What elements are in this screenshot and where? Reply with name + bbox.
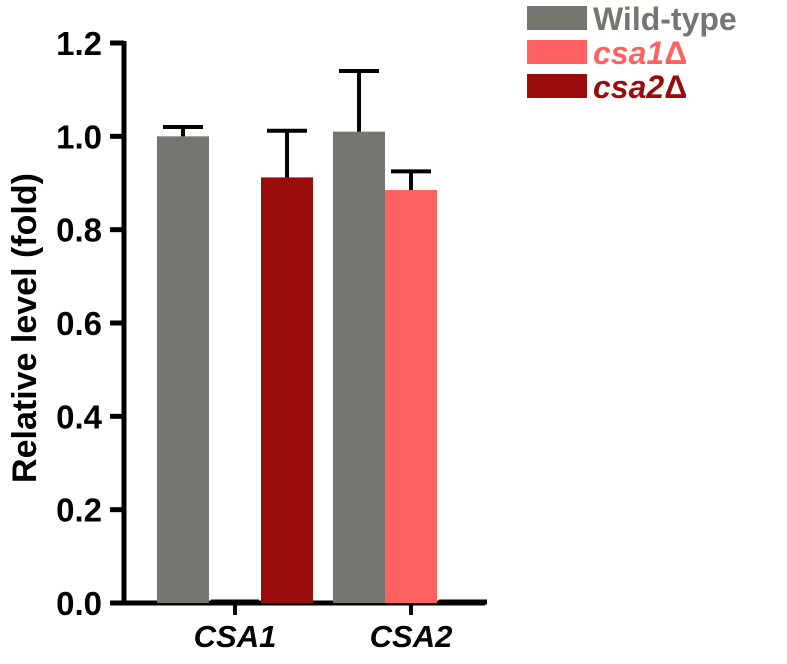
y-tick-label: 1.0 <box>56 118 102 155</box>
labels: 0.0 0.2 0.4 0.6 0.8 1.0 1.2 Relative level (fol… <box>6 25 452 654</box>
bar-csa1-2 <box>261 177 313 603</box>
y-tick-label: 0.2 <box>56 492 102 529</box>
y-tick-label: 0.0 <box>56 585 102 622</box>
legend-swatch-2 <box>527 74 587 98</box>
legend-label-1: csa1Δ <box>593 35 687 71</box>
x-tick-label: CSA2 <box>370 619 453 654</box>
bar-csa2-0 <box>333 131 385 603</box>
legend-label-suffix: Δ <box>664 69 687 105</box>
legend-swatch-0 <box>527 6 587 30</box>
legend-swatch-1 <box>527 40 587 64</box>
legend-label-2: csa2Δ <box>593 69 687 105</box>
y-tick-label: 0.6 <box>56 305 102 342</box>
legend-label-main: Wild-type <box>593 1 737 37</box>
x-tick-label: CSA1 <box>194 619 277 654</box>
bars <box>157 131 487 605</box>
bar-csa2-1 <box>385 190 437 603</box>
y-tick-label: 0.4 <box>56 398 103 435</box>
legend-label-suffix: Δ <box>664 35 687 71</box>
y-tick-label: 0.8 <box>56 212 102 249</box>
legend-label-0: Wild-type <box>593 1 737 37</box>
y-axis-label: Relative level (fold) <box>6 173 44 483</box>
legend-label-main: csa2 <box>593 69 664 105</box>
bar-csa1-0 <box>157 136 209 604</box>
error-bars <box>163 69 431 190</box>
legend-label-main: csa1 <box>593 35 664 71</box>
y-tick-label: 1.2 <box>56 25 102 62</box>
